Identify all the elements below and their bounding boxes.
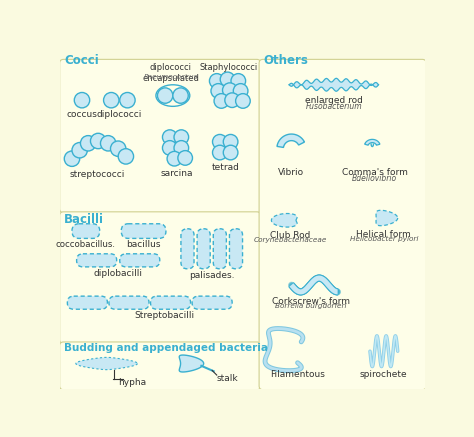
- Text: Helical form: Helical form: [356, 229, 411, 239]
- Polygon shape: [179, 355, 204, 372]
- Text: Bdellovibrio: Bdellovibrio: [352, 174, 397, 183]
- Text: Others: Others: [264, 54, 309, 67]
- Circle shape: [174, 130, 189, 145]
- Text: diplococci: diplococci: [96, 110, 142, 119]
- Text: Borrelia burgdorferi: Borrelia burgdorferi: [275, 303, 346, 309]
- FancyBboxPatch shape: [67, 296, 108, 309]
- FancyBboxPatch shape: [213, 229, 227, 269]
- Text: Streptobacilli: Streptobacilli: [134, 311, 194, 320]
- Text: Comma's form: Comma's form: [342, 168, 408, 177]
- Polygon shape: [277, 134, 304, 147]
- Circle shape: [157, 88, 173, 103]
- Circle shape: [103, 93, 119, 108]
- Circle shape: [220, 72, 235, 87]
- Text: Cocci: Cocci: [64, 54, 99, 67]
- Circle shape: [110, 141, 126, 156]
- Circle shape: [210, 73, 224, 88]
- FancyBboxPatch shape: [181, 229, 194, 269]
- FancyBboxPatch shape: [192, 296, 232, 309]
- Circle shape: [212, 145, 227, 160]
- Text: Helicobacter pylori: Helicobacter pylori: [350, 236, 418, 242]
- Circle shape: [178, 151, 192, 165]
- Circle shape: [174, 141, 189, 155]
- Text: sarcina: sarcina: [161, 170, 193, 178]
- Text: palisades.: palisades.: [190, 271, 235, 280]
- Circle shape: [233, 83, 248, 98]
- Circle shape: [72, 142, 87, 158]
- Text: diplococci
encapsulated: diplococci encapsulated: [142, 63, 199, 83]
- FancyBboxPatch shape: [109, 296, 149, 309]
- Polygon shape: [289, 275, 337, 295]
- FancyBboxPatch shape: [121, 224, 166, 239]
- Text: stalk: stalk: [217, 375, 238, 383]
- FancyBboxPatch shape: [72, 224, 100, 239]
- Circle shape: [223, 145, 238, 160]
- Text: enlarged rod: enlarged rod: [305, 96, 363, 105]
- Polygon shape: [376, 210, 398, 225]
- Circle shape: [91, 133, 106, 149]
- Text: coccobacillus.: coccobacillus.: [56, 239, 116, 249]
- Circle shape: [236, 94, 250, 108]
- FancyBboxPatch shape: [60, 59, 261, 212]
- Text: Staphylococci: Staphylococci: [199, 63, 257, 72]
- Circle shape: [81, 135, 96, 151]
- Polygon shape: [272, 214, 297, 227]
- Circle shape: [173, 88, 188, 103]
- Circle shape: [222, 83, 237, 97]
- Circle shape: [100, 135, 116, 151]
- Polygon shape: [289, 78, 378, 91]
- FancyBboxPatch shape: [259, 59, 426, 390]
- Circle shape: [64, 151, 80, 166]
- Text: spirochete: spirochete: [360, 371, 408, 379]
- Polygon shape: [365, 139, 380, 145]
- Text: bacillus: bacillus: [127, 239, 161, 249]
- FancyBboxPatch shape: [77, 254, 117, 267]
- FancyBboxPatch shape: [229, 229, 243, 269]
- Text: Bacilli: Bacilli: [64, 212, 104, 225]
- FancyBboxPatch shape: [197, 229, 210, 269]
- Text: hypha: hypha: [118, 378, 146, 387]
- Circle shape: [231, 73, 246, 88]
- Text: tetrad: tetrad: [211, 163, 239, 172]
- Circle shape: [214, 94, 228, 108]
- Circle shape: [118, 149, 134, 164]
- Circle shape: [211, 83, 226, 98]
- Text: Budding and appendaged bacteria: Budding and appendaged bacteria: [64, 343, 268, 353]
- Circle shape: [225, 93, 239, 108]
- Circle shape: [163, 141, 177, 155]
- Polygon shape: [76, 357, 137, 370]
- Text: Club Rod: Club Rod: [270, 231, 310, 240]
- Text: Filamentous: Filamentous: [270, 371, 325, 379]
- Text: Fusobacterium: Fusobacterium: [305, 103, 362, 111]
- Circle shape: [212, 135, 227, 149]
- Circle shape: [167, 151, 182, 166]
- FancyBboxPatch shape: [120, 254, 160, 267]
- FancyBboxPatch shape: [60, 212, 261, 343]
- Text: coccus: coccus: [66, 110, 98, 119]
- FancyBboxPatch shape: [151, 296, 191, 309]
- Text: Corkscrew's form: Corkscrew's form: [272, 297, 350, 306]
- Text: diplobacilli: diplobacilli: [94, 269, 143, 278]
- FancyBboxPatch shape: [60, 342, 261, 390]
- Text: Corynebacteriaceae: Corynebacteriaceae: [253, 237, 327, 243]
- Circle shape: [74, 93, 90, 108]
- Circle shape: [223, 135, 238, 149]
- Text: Vibrio: Vibrio: [278, 168, 304, 177]
- Text: streptococci: streptococci: [70, 170, 125, 179]
- Circle shape: [163, 130, 177, 145]
- Circle shape: [120, 93, 135, 108]
- Text: Pneumococcus: Pneumococcus: [143, 74, 198, 80]
